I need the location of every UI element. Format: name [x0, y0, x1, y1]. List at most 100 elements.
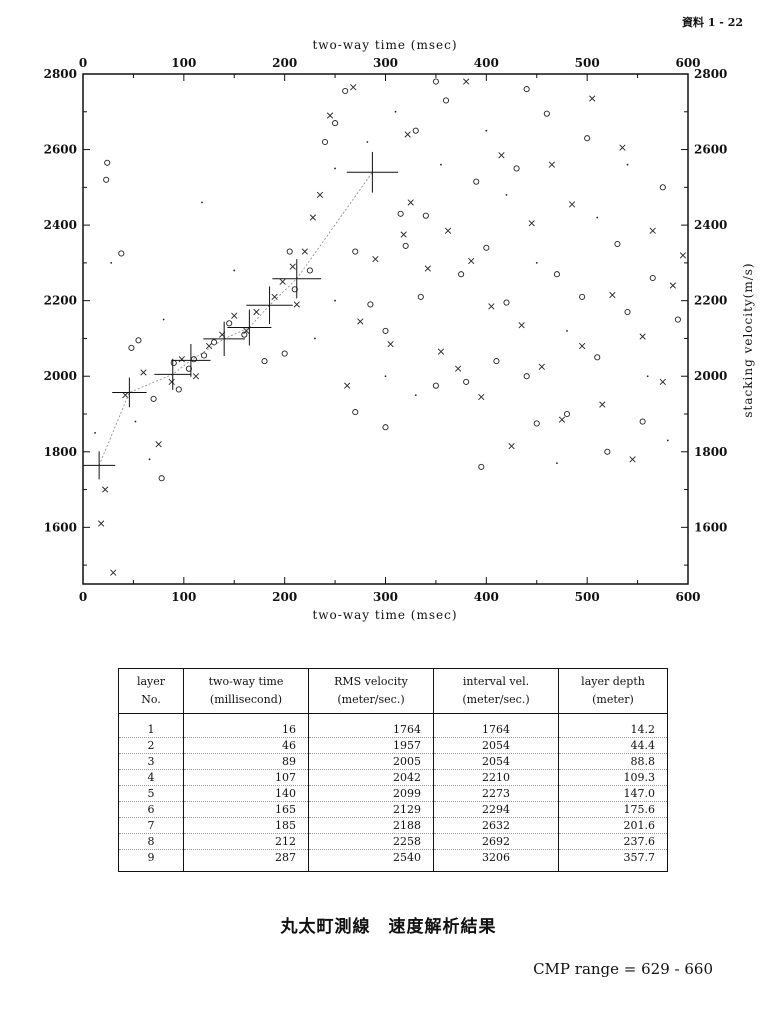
- dot-point: [394, 110, 397, 113]
- cross-point: [316, 191, 324, 199]
- velocity-picks: [83, 151, 398, 480]
- cross-point: [468, 257, 475, 265]
- table-cell: 2294: [433, 801, 559, 818]
- table-cell: 2273: [433, 785, 559, 802]
- table-cell: 2129: [308, 801, 434, 818]
- cross-point: [168, 378, 175, 386]
- x-tick-label-top: 100: [171, 56, 196, 70]
- x-tick-label-top: 300: [373, 56, 398, 70]
- cross-point: [629, 456, 636, 463]
- table-cell: 2005: [308, 753, 434, 770]
- velocity-table-container: layer No. two-way time (millisecond) RMS v…: [118, 668, 668, 872]
- table-cell: 2: [118, 737, 184, 754]
- circle-point: [190, 356, 197, 363]
- cross-point: [205, 342, 213, 350]
- cross-point: [538, 363, 545, 370]
- x-tick-label-top: 200: [272, 56, 297, 70]
- table-cell: 237.6: [558, 833, 668, 850]
- cross-point: [350, 84, 357, 91]
- table-cell: 1: [118, 713, 184, 738]
- circle-point: [458, 271, 465, 278]
- cross-point: [98, 520, 105, 527]
- circle-point: [170, 359, 177, 367]
- dot-point: [535, 261, 538, 264]
- cross-point: [619, 144, 626, 151]
- y-axis-title-right: stacking velocity(m/s): [741, 262, 755, 417]
- circle-point: [397, 210, 404, 217]
- cross-point: [301, 248, 308, 255]
- header-layer-no: layer No.: [118, 668, 184, 714]
- table-cell: 8: [118, 833, 184, 850]
- circle-point: [382, 424, 389, 431]
- table-cell: 147.0: [558, 785, 668, 802]
- cross-point: [659, 378, 666, 386]
- cross-point: [498, 152, 505, 159]
- circle-point: [659, 184, 666, 191]
- cross-point: [599, 401, 606, 408]
- dot-point: [334, 167, 336, 170]
- x-tick-label-bottom: 0: [79, 590, 87, 604]
- dot-point: [505, 193, 508, 196]
- header-interval-velocity: interval vel. (meter/sec.): [433, 668, 559, 714]
- circle-point: [118, 250, 125, 257]
- velocity-pick-marker: [83, 451, 116, 480]
- circle-point: [185, 365, 192, 372]
- dot-point: [485, 129, 488, 132]
- y-tick-label-left: 1600: [44, 520, 77, 534]
- x-tick-label-top: 0: [79, 56, 87, 70]
- cross-point: [110, 569, 117, 576]
- circle-point: [352, 409, 359, 416]
- table-row: 2 46 1957 2054 44.4: [118, 737, 668, 754]
- table-cell: 3206: [433, 849, 559, 872]
- velocity-pick-line: [98, 171, 373, 466]
- header-rms-velocity: RMS velocity (meter/sec.): [308, 668, 434, 714]
- circle-point: [241, 331, 248, 338]
- cross-point: [558, 416, 566, 423]
- table-cell: 2692: [433, 833, 559, 850]
- velocity-pick-marker: [246, 286, 293, 324]
- dot-point: [110, 261, 113, 264]
- circle-point: [594, 354, 601, 361]
- cross-point: [508, 442, 515, 450]
- circle-point: [382, 327, 389, 334]
- cross-point: [589, 95, 596, 102]
- table-cell: 16: [183, 713, 309, 738]
- circle-point: [226, 320, 233, 327]
- circle-point: [332, 120, 339, 127]
- header-layer-depth: layer depth (meter): [558, 668, 668, 714]
- circle-point: [503, 299, 510, 306]
- table-row: 4 107 2042 2210 109.3: [118, 769, 668, 786]
- circle-point: [432, 78, 439, 85]
- cross-point: [454, 365, 462, 372]
- table-cell: 140: [183, 785, 309, 802]
- table-row: 9 287 2540 3206 357.7: [118, 849, 668, 872]
- tick-labels: 0 0 100 100 200 200 300 300 400 400 500 500 600 600 16…: [44, 56, 728, 604]
- circle-point: [604, 448, 611, 455]
- y-tick-label-right: 2400: [694, 218, 727, 232]
- velocity-pick-marker: [203, 321, 245, 357]
- x-tick-label-bottom: 500: [575, 590, 600, 604]
- table-cell: 2210: [433, 769, 559, 786]
- cross-point: [357, 318, 364, 325]
- table-cell: 1957: [308, 737, 434, 754]
- x-tick-label-bottom: 200: [272, 590, 297, 604]
- cross-point: [669, 282, 676, 289]
- circle-point: [432, 382, 439, 389]
- cross-point: [155, 441, 162, 448]
- circle-point: [553, 271, 560, 278]
- velocity-pick-marker: [171, 343, 211, 377]
- dot-point: [596, 216, 599, 219]
- cross-point: [309, 214, 317, 221]
- velocity-chart: 0 0 100 100 200 200 300 300 400 400 500 500 600 600 16…: [44, 38, 755, 622]
- x-tick-label-top: 600: [675, 56, 700, 70]
- dot-point: [646, 375, 649, 378]
- x-axis-title-bottom: two-way time (msec): [312, 608, 457, 622]
- circle-point: [483, 244, 490, 251]
- dot-point: [148, 458, 151, 461]
- cross-point: [400, 231, 407, 238]
- circle-point: [306, 267, 313, 274]
- circle-point: [523, 373, 530, 380]
- dot-point: [162, 318, 165, 321]
- table-cell: 2632: [433, 817, 559, 834]
- velocity-pick-marker: [272, 259, 322, 299]
